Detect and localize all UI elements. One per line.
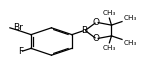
Text: O: O — [93, 34, 100, 43]
Text: O: O — [93, 18, 100, 27]
Text: CH₃: CH₃ — [103, 10, 116, 16]
Text: CH₃: CH₃ — [103, 45, 116, 51]
Text: CH₃: CH₃ — [123, 15, 137, 21]
Text: Br: Br — [13, 23, 23, 32]
Text: F: F — [18, 47, 24, 56]
Text: B: B — [81, 26, 87, 35]
Text: CH₃: CH₃ — [123, 40, 137, 46]
